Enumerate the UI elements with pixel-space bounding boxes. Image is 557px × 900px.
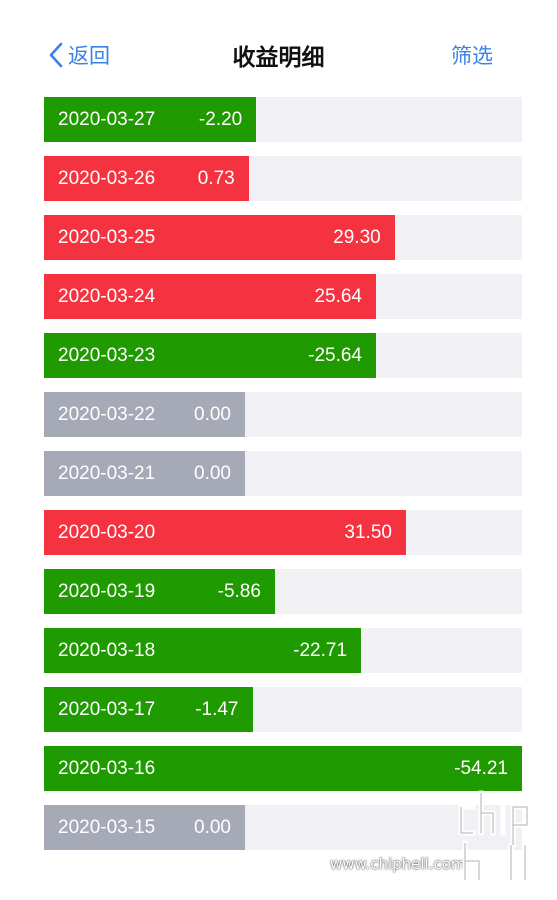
earnings-list: 2020-03-27 -2.20 2020-03-26 0.73 2020-03-25 2… <box>44 97 522 864</box>
earnings-row[interactable]: 2020-03-25 29.30 <box>44 215 522 260</box>
amount-bar: 2020-03-24 25.64 <box>44 274 376 319</box>
row-date: 2020-03-24 <box>58 286 156 307</box>
chevron-left-icon <box>49 42 63 68</box>
earnings-row[interactable]: 2020-03-22 0.00 <box>44 392 522 437</box>
row-amount: 0.00 <box>194 404 231 425</box>
row-date: 2020-03-16 <box>58 758 156 779</box>
amount-bar: 2020-03-15 0.00 <box>44 805 245 850</box>
page-title: 收益明细 <box>232 44 325 70</box>
amount-bar: 2020-03-23 -25.64 <box>44 333 376 378</box>
earnings-row[interactable]: 2020-03-20 31.50 <box>44 510 522 555</box>
earnings-row[interactable]: 2020-03-21 0.00 <box>44 451 522 496</box>
earnings-row[interactable]: 2020-03-26 0.73 <box>44 156 522 201</box>
earnings-row[interactable]: 2020-03-16 -54.21 <box>44 746 522 791</box>
back-button[interactable]: 返回 <box>48 40 110 70</box>
row-date: 2020-03-26 <box>58 168 156 189</box>
watermark-text: www.chiphell.com <box>330 855 466 873</box>
row-date: 2020-03-19 <box>58 581 156 602</box>
amount-bar: 2020-03-21 0.00 <box>44 451 245 496</box>
row-amount: -5.86 <box>217 581 261 602</box>
earnings-row[interactable]: 2020-03-17 -1.47 <box>44 687 522 732</box>
row-amount: 0.00 <box>194 817 231 838</box>
row-amount: 31.50 <box>344 522 392 543</box>
row-date: 2020-03-20 <box>58 522 156 543</box>
amount-bar: 2020-03-18 -22.71 <box>44 628 362 673</box>
earnings-row[interactable]: 2020-03-24 25.64 <box>44 274 522 319</box>
row-amount: -54.21 <box>454 758 508 779</box>
row-amount: 29.30 <box>333 227 381 248</box>
earnings-row[interactable]: 2020-03-27 -2.20 <box>44 97 522 142</box>
row-date: 2020-03-17 <box>58 699 156 720</box>
amount-bar: 2020-03-19 -5.86 <box>44 569 275 614</box>
filter-button[interactable]: 筛选 <box>451 45 493 68</box>
row-amount: 0.73 <box>197 168 235 189</box>
amount-bar: 2020-03-17 -1.47 <box>44 687 253 732</box>
row-date: 2020-03-15 <box>58 817 156 838</box>
row-date: 2020-03-23 <box>58 345 156 366</box>
row-amount: -25.64 <box>308 345 362 366</box>
earnings-row[interactable]: 2020-03-15 0.00 <box>44 805 522 850</box>
row-amount: -22.71 <box>293 640 348 661</box>
earnings-row[interactable]: 2020-03-23 -25.64 <box>44 333 522 378</box>
earnings-row[interactable]: 2020-03-18 -22.71 <box>44 628 522 673</box>
row-date: 2020-03-27 <box>58 109 156 130</box>
row-amount: -2.20 <box>198 109 243 130</box>
row-date: 2020-03-22 <box>58 404 156 425</box>
amount-bar: 2020-03-22 0.00 <box>44 392 245 437</box>
row-date: 2020-03-18 <box>58 640 156 661</box>
amount-bar: 2020-03-20 31.50 <box>44 510 406 555</box>
earnings-row[interactable]: 2020-03-19 -5.86 <box>44 569 522 614</box>
amount-bar: 2020-03-27 -2.20 <box>44 97 257 142</box>
row-amount: -1.47 <box>195 699 239 720</box>
row-amount: 0.00 <box>194 463 231 484</box>
row-date: 2020-03-21 <box>58 463 156 484</box>
nav-bar: 返回 收益明细 筛选 <box>0 0 557 100</box>
amount-bar: 2020-03-26 0.73 <box>44 156 249 201</box>
amount-bar: 2020-03-25 29.30 <box>44 215 395 260</box>
row-amount: 25.64 <box>314 286 362 307</box>
row-date: 2020-03-25 <box>58 227 156 248</box>
chiphell-logo <box>458 790 530 883</box>
amount-bar: 2020-03-16 -54.21 <box>44 746 522 791</box>
back-label: 返回 <box>68 45 110 68</box>
